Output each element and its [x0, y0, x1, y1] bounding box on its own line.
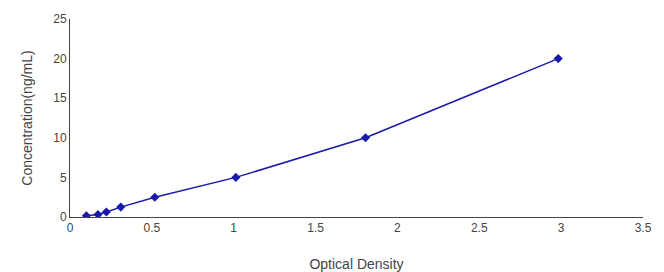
svg-text:25: 25 [53, 12, 67, 26]
svg-text:10: 10 [53, 131, 67, 145]
svg-text:0.5: 0.5 [144, 221, 161, 235]
svg-text:5: 5 [60, 171, 67, 185]
svg-text:1.5: 1.5 [307, 221, 324, 235]
svg-text:2.5: 2.5 [471, 221, 488, 235]
svg-text:2: 2 [394, 221, 401, 235]
svg-text:1: 1 [230, 221, 237, 235]
svg-text:Concentration(ng/mL): Concentration(ng/mL) [19, 50, 35, 185]
svg-text:15: 15 [53, 91, 67, 105]
svg-text:0: 0 [60, 210, 67, 224]
svg-text:3: 3 [558, 221, 565, 235]
svg-text:20: 20 [53, 52, 67, 66]
svg-text:Optical Density: Optical Density [309, 256, 403, 272]
svg-text:3.5: 3.5 [635, 221, 652, 235]
svg-text:0: 0 [67, 221, 74, 235]
